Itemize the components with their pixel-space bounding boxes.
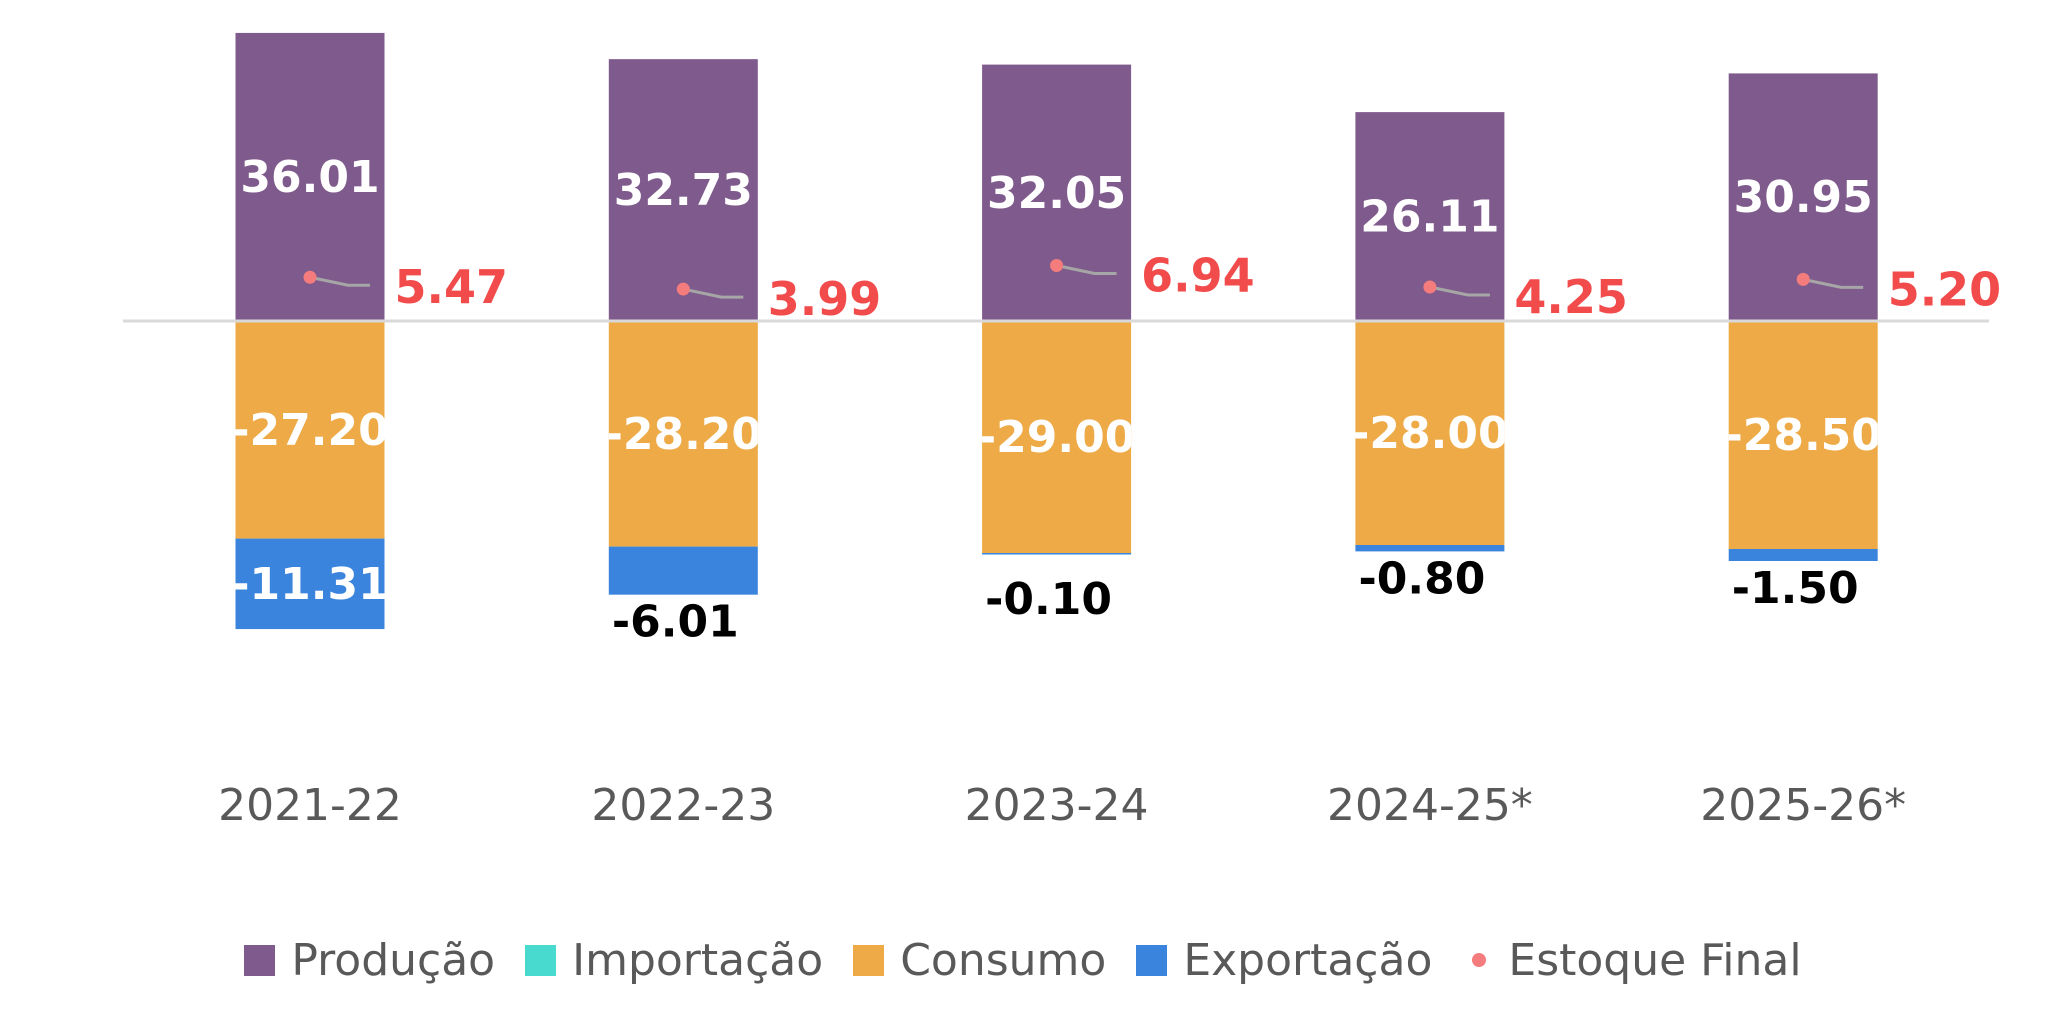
legend-label-producao: Produção: [291, 934, 496, 986]
category-label-2025-26: 2025-26*: [1700, 780, 1906, 831]
data-label-exportacao-2024-25: -0.80: [1358, 553, 1485, 604]
leader-line-estoque-final-2021-22: [309, 275, 370, 287]
legend-label-importacao: Importação: [572, 934, 824, 986]
category-label-2022-23: 2022-23: [591, 780, 775, 831]
data-label-producao-2023-24: 32.05: [987, 168, 1126, 219]
point-estoque-final-2021-22: [303, 270, 317, 284]
data-label-estoque-final-2021-22: 5.47: [395, 260, 509, 314]
data-label-estoque-final-2023-24: 6.94: [1141, 248, 1255, 302]
legend: Produção Importação Consumo Exportação E…: [0, 930, 2046, 990]
bar-exportacao-2022-23: [608, 546, 758, 595]
data-label-producao-2025-26: 30.95: [1734, 172, 1873, 223]
data-label-consumo-2022-23: -28.20: [605, 409, 762, 460]
stock-points-layer: [303, 258, 1864, 299]
leader-line-estoque-final-2023-24: [1056, 264, 1117, 275]
leader-line-estoque-final-2024-25: [1429, 285, 1490, 297]
point-estoque-final-2022-23: [676, 282, 690, 296]
data-label-exportacao-2025-26: -1.50: [1732, 563, 1859, 614]
data-label-producao-2021-22: 36.01: [240, 152, 379, 203]
bar-consumo-2021-22: [235, 321, 385, 539]
data-label-producao-2024-25: 26.11: [1360, 192, 1499, 243]
legend-item-consumo: Consumo: [853, 935, 1106, 986]
legend-item-estoque-final: Estoque Final: [1462, 934, 1802, 986]
legend-item-producao: Produção: [244, 935, 495, 986]
bar-exportacao-2024-25: [1355, 545, 1505, 552]
leader-line-estoque-final-2025-26: [1802, 277, 1864, 289]
category-label-2024-25: 2024-25*: [1327, 780, 1533, 831]
legend-swatch-importacao: [525, 944, 557, 976]
legend-item-exportacao: Exportação: [1136, 935, 1432, 986]
bar-consumo-2022-23: [608, 321, 758, 547]
bar-producao-2023-24: [982, 64, 1132, 321]
data-label-producao-2022-23: 32.73: [614, 165, 753, 216]
legend-label-estoque-final: Estoque Final: [1508, 934, 1802, 986]
data-label-consumo-2025-26: -28.50: [1724, 410, 1881, 461]
data-label-exportacao-2022-23: -6.01: [612, 597, 739, 648]
bar-exportacao-2021-22: [235, 538, 385, 630]
legend-swatch-producao: [244, 944, 276, 976]
legend-label-exportacao: Exportação: [1183, 934, 1433, 986]
bars-layer: [235, 32, 1878, 630]
category-label-2021-22: 2021-22: [218, 780, 402, 831]
data-label-estoque-final-2024-25: 4.25: [1514, 270, 1628, 324]
legend-label-consumo: Consumo: [900, 934, 1107, 986]
data-label-consumo-2021-22: -27.20: [231, 405, 388, 456]
bar-consumo-2023-24: [982, 321, 1132, 553]
bar-exportacao-2023-24: [982, 553, 1132, 555]
point-estoque-final-2023-24: [1050, 258, 1064, 272]
data-label-exportacao-2021-22: -11.31: [231, 559, 388, 610]
category-axis: 2021-22 2022-23 2023-24 2024-25* 2025-26*: [218, 780, 1906, 831]
bar-consumo-2025-26: [1728, 321, 1878, 549]
bar-producao-2022-23: [608, 59, 758, 321]
bar-consumo-2024-25: [1355, 321, 1505, 545]
bar-exportacao-2025-26: [1728, 549, 1878, 561]
legend-dot-estoque-final: [1472, 953, 1487, 967]
data-label-consumo-2024-25: -28.00: [1351, 408, 1508, 459]
data-label-consumo-2023-24: -29.00: [978, 412, 1135, 463]
legend-swatch-exportacao: [1136, 944, 1168, 976]
data-label-estoque-final-2022-23: 3.99: [768, 272, 882, 326]
category-label-2023-24: 2023-24: [965, 780, 1149, 831]
leader-line-estoque-final-2022-23: [682, 287, 744, 299]
legend-swatch-consumo: [853, 944, 885, 976]
point-estoque-final-2024-25: [1423, 280, 1437, 294]
data-labels-layer: 36.01 -27.20 -11.31 5.47 32.73 -28.20 -6.01 3.9…: [231, 152, 2002, 648]
data-label-exportacao-2023-24: -0.10: [985, 574, 1112, 625]
point-estoque-final-2025-26: [1796, 272, 1810, 286]
data-label-estoque-final-2025-26: 5.20: [1888, 262, 2002, 316]
legend-item-importacao: Importação: [525, 935, 823, 986]
